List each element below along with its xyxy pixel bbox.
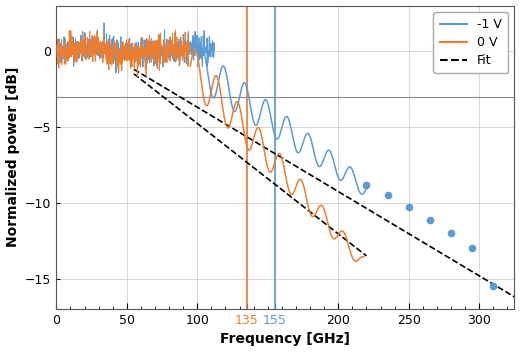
X-axis label: Frequency [GHz]: Frequency [GHz] — [220, 332, 350, 346]
Legend: -1 V, 0 V, Fit: -1 V, 0 V, Fit — [433, 12, 508, 73]
Y-axis label: Normalized power [dB]: Normalized power [dB] — [6, 67, 20, 247]
